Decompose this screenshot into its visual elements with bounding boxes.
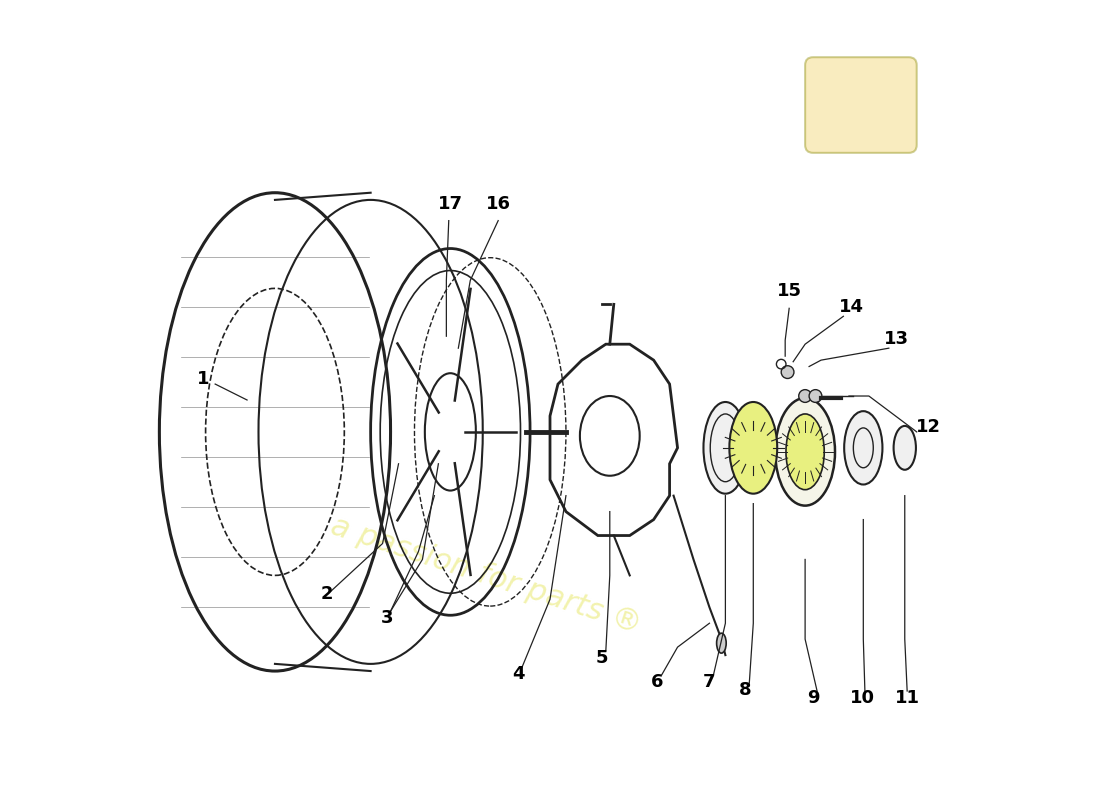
Circle shape xyxy=(810,390,822,402)
Text: 14: 14 xyxy=(839,298,864,316)
Text: 8: 8 xyxy=(739,681,751,699)
Circle shape xyxy=(781,366,794,378)
Ellipse shape xyxy=(893,426,916,470)
Text: 5: 5 xyxy=(595,649,608,667)
Text: 17: 17 xyxy=(438,194,463,213)
Text: 16: 16 xyxy=(486,194,510,213)
Text: 3: 3 xyxy=(381,610,393,627)
Ellipse shape xyxy=(704,402,747,494)
Text: 11: 11 xyxy=(894,689,920,707)
Ellipse shape xyxy=(729,402,778,494)
Text: 2: 2 xyxy=(320,586,333,603)
Text: 12: 12 xyxy=(916,418,942,436)
Text: 1: 1 xyxy=(197,370,209,388)
FancyBboxPatch shape xyxy=(805,57,916,153)
Text: 9: 9 xyxy=(806,689,820,707)
Text: 6: 6 xyxy=(651,673,664,691)
Circle shape xyxy=(799,390,812,402)
Ellipse shape xyxy=(786,414,824,490)
Text: 13: 13 xyxy=(884,330,910,348)
Text: 15: 15 xyxy=(777,282,802,300)
Ellipse shape xyxy=(844,411,882,485)
Text: a passion for parts ®: a passion for parts ® xyxy=(327,511,646,639)
Text: 4: 4 xyxy=(512,665,525,683)
Ellipse shape xyxy=(776,398,835,506)
Text: 10: 10 xyxy=(850,689,875,707)
Ellipse shape xyxy=(716,633,726,653)
Text: 7: 7 xyxy=(703,673,716,691)
